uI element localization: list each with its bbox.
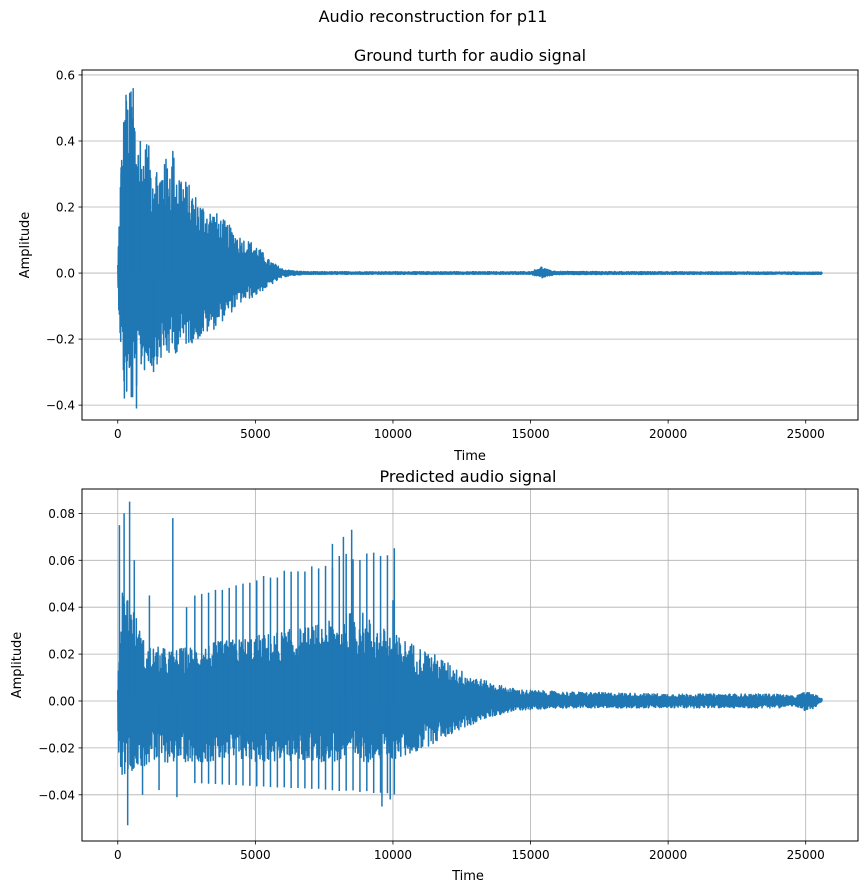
ground-truth-signal-line	[117, 92, 823, 398]
ground-truth-x-tick-label: 15000	[511, 427, 549, 441]
predicted-x-axis-label: Time	[451, 869, 484, 884]
ground-truth-x-axis-label: Time	[453, 449, 486, 464]
predicted-axes-frame	[81, 488, 859, 842]
predicted-plot: 0 5000 10000 15000 20000 25000 −0.04 −0.02 0.00…	[10, 467, 859, 884]
ground-truth-y-tick-label: 0.0	[56, 267, 75, 281]
predicted-y-tick-label: 0.00	[48, 694, 75, 708]
ground-truth-x-tick-label: 25000	[787, 427, 825, 441]
ground-truth-y-tick-label: 0.2	[56, 201, 75, 215]
ground-truth-y-tick-label: −0.2	[46, 333, 75, 347]
ground-truth-x-tick-label: 5000	[240, 427, 271, 441]
ground-truth-x-ticks: 0 5000 10000 15000 20000 25000	[114, 420, 825, 441]
predicted-x-tick-label: 10000	[374, 848, 412, 862]
predicted-x-tick-label: 20000	[649, 848, 687, 862]
ground-truth-title: Ground turth for audio signal	[354, 46, 586, 65]
ground-truth-y-ticks: −0.4 −0.2 0.0 0.2 0.4 0.6	[46, 68, 82, 413]
predicted-y-tick-label: 0.04	[48, 601, 75, 615]
predicted-y-tick-label: 0.08	[48, 507, 75, 521]
predicted-y-tick-label: −0.04	[38, 788, 75, 802]
ground-truth-y-tick-label: 0.4	[56, 134, 75, 148]
ground-truth-x-tick-label: 10000	[374, 427, 412, 441]
predicted-x-tick-label: 25000	[787, 848, 825, 862]
figure-suptitle: Audio reconstruction for p11	[318, 7, 548, 26]
predicted-y-tick-label: −0.02	[38, 741, 75, 755]
ground-truth-y-axis-label: Amplitude	[18, 212, 33, 279]
ground-truth-x-tick-label: 0	[114, 427, 122, 441]
predicted-x-tick-label: 0	[114, 848, 122, 862]
predicted-x-tick-label: 15000	[511, 848, 549, 862]
ground-truth-plot: 0 5000 10000 15000 20000 25000 −0.4 −0.2 0.0 0.2…	[18, 46, 859, 464]
ground-truth-y-tick-label: −0.4	[46, 399, 75, 413]
predicted-y-ticks: −0.04 −0.02 0.00 0.02 0.04 0.06 0.08	[38, 507, 82, 802]
predicted-signal-line	[117, 592, 823, 776]
predicted-title: Predicted audio signal	[380, 467, 557, 486]
predicted-x-tick-label: 5000	[240, 848, 271, 862]
predicted-x-ticks: 0 5000 10000 15000 20000 25000	[114, 841, 825, 862]
predicted-y-tick-label: 0.02	[48, 648, 75, 662]
ground-truth-x-tick-label: 20000	[649, 427, 687, 441]
predicted-y-axis-label: Amplitude	[10, 632, 25, 699]
ground-truth-y-tick-label: 0.6	[56, 68, 75, 82]
ground-truth-axes-frame	[81, 69, 859, 421]
predicted-y-tick-label: 0.06	[48, 554, 75, 568]
ground-truth-series	[117, 88, 823, 409]
predicted-series	[117, 501, 823, 826]
